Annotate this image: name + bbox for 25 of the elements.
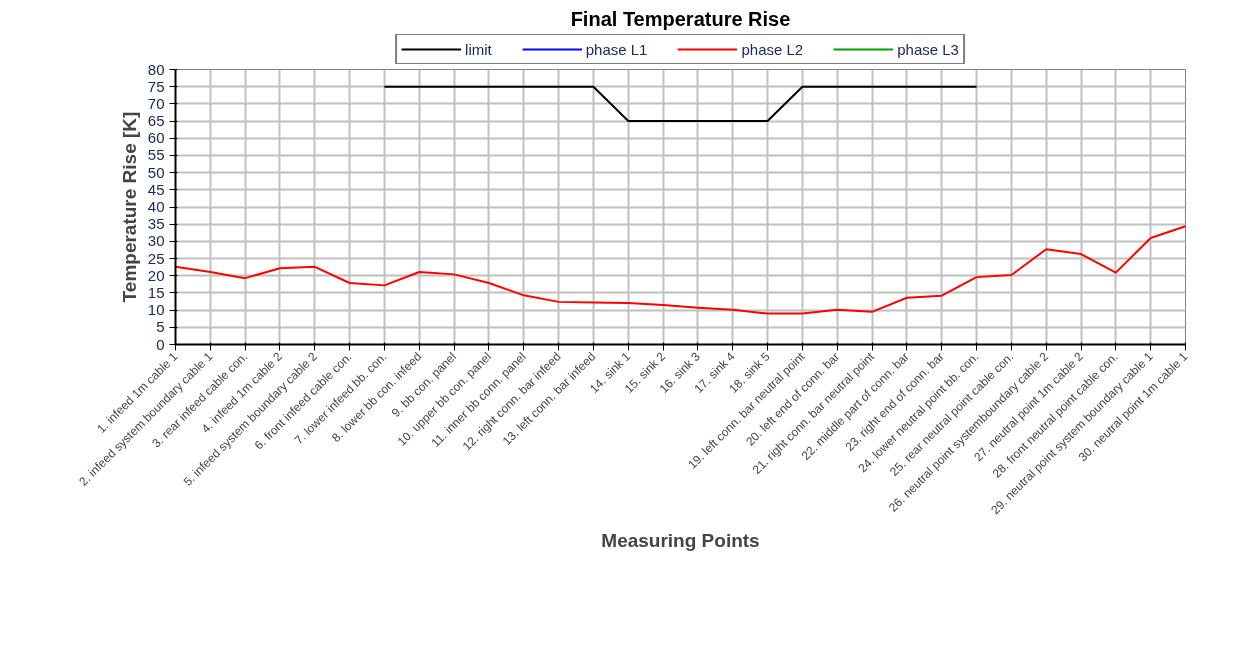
- y-tick-label: 80: [147, 60, 165, 78]
- y-tick-label: 0: [156, 335, 165, 353]
- y-tick-label: 60: [147, 129, 165, 147]
- y-tick-label: 70: [147, 94, 165, 112]
- y-tick-label: 40: [147, 198, 165, 215]
- x-axis-title: Measuring Points: [601, 529, 760, 551]
- y-tick-label: 55: [147, 146, 165, 164]
- y-tick-label: 45: [147, 180, 165, 198]
- y-tick-label: 5: [156, 318, 165, 336]
- y-tick-label: 30: [147, 232, 165, 250]
- y-tick-label: 20: [147, 266, 165, 284]
- chart-title: Final Temperature Rise: [570, 7, 791, 30]
- y-tick-label: 25: [147, 249, 165, 267]
- y-tick-label: 10: [147, 301, 165, 319]
- y-tick-label: 35: [147, 215, 165, 233]
- legend-label: phase L3: [897, 40, 959, 58]
- y-axis-title: Temperature Rise [K]: [118, 111, 140, 303]
- y-tick-label: 15: [147, 283, 165, 301]
- legend-label: limit: [465, 40, 492, 58]
- legend-label: phase L2: [741, 40, 804, 58]
- line-series: [175, 225, 1186, 315]
- y-tick-label: 75: [147, 77, 165, 95]
- y-tick-label: 65: [147, 112, 165, 130]
- legend-label: phase L1: [585, 40, 648, 58]
- y-tick-label: 50: [147, 163, 165, 181]
